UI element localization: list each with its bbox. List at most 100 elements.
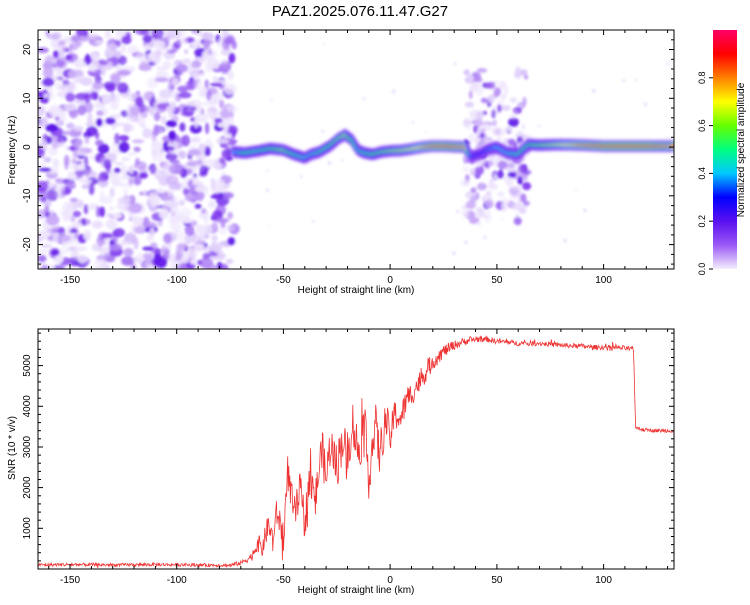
- noise-cell: [200, 208, 207, 214]
- noise-cell: [198, 86, 208, 95]
- noise-cell: [77, 255, 88, 264]
- y-tick-label: -20: [22, 237, 33, 252]
- y-tick-label: 4000: [22, 395, 33, 418]
- noise-cell: [44, 55, 55, 66]
- noise-cell: [165, 105, 173, 115]
- noise-cell: [82, 170, 97, 179]
- noise-cell: [165, 200, 172, 206]
- noise-cell: [218, 251, 225, 261]
- noise-cell: [135, 96, 144, 107]
- noise-cell: [465, 200, 477, 210]
- noise-cell: [71, 158, 76, 164]
- noise-cell: [227, 211, 234, 220]
- x-tick-label: 0: [387, 275, 393, 286]
- noise-cell: [66, 122, 75, 129]
- noise-cell: [182, 58, 192, 64]
- noise-cell: [142, 189, 147, 197]
- noise-cell: [170, 214, 178, 224]
- noise-cell: [210, 194, 221, 199]
- noise-cell: [485, 199, 494, 209]
- noise-cell: [149, 107, 155, 116]
- noise-cell: [128, 202, 143, 214]
- noise-cell: [135, 52, 149, 61]
- colorbar-tick-label: 0.4: [697, 167, 707, 180]
- x-tick-label: 100: [595, 575, 612, 586]
- noise-cell: [622, 79, 626, 82]
- noise-cell: [514, 109, 519, 115]
- noise-cell: [75, 92, 89, 101]
- noise-cell: [463, 69, 470, 76]
- noise-cell: [321, 129, 325, 133]
- noise-cell: [91, 39, 97, 45]
- noise-cell: [323, 43, 326, 46]
- noise-cell: [93, 100, 103, 109]
- noise-cell: [468, 133, 476, 143]
- noise-cell: [210, 82, 223, 87]
- noise-cell: [169, 224, 183, 231]
- x-tick-label: 50: [491, 575, 503, 586]
- noise-cell: [74, 202, 79, 209]
- noise-cell: [110, 73, 121, 82]
- noise-cell: [176, 243, 188, 250]
- noise-cell: [178, 256, 190, 264]
- noise-cell: [62, 79, 70, 86]
- noise-cell: [496, 171, 505, 179]
- noise-cell: [212, 92, 224, 100]
- noise-cell: [475, 165, 485, 175]
- noise-cell: [169, 181, 182, 190]
- noise-cell: [188, 148, 202, 156]
- noise-cell: [129, 106, 141, 116]
- noise-cell: [86, 126, 98, 137]
- noise-cell: [468, 90, 473, 100]
- noise-cell: [67, 174, 78, 180]
- noise-cell: [81, 179, 92, 184]
- x-tick-label: -100: [167, 275, 187, 286]
- noise-cell: [77, 199, 84, 209]
- noise-cell: [205, 122, 210, 135]
- noise-cell: [184, 224, 195, 236]
- noise-cell: [191, 136, 201, 143]
- noise-cell: [153, 124, 160, 136]
- noise-cell: [38, 180, 49, 193]
- noise-cell: [38, 261, 43, 269]
- noise-cell: [221, 30, 229, 40]
- noise-cell: [128, 165, 134, 174]
- noise-cell: [48, 105, 63, 117]
- noise-cell: [180, 135, 187, 145]
- noise-cell: [466, 74, 474, 83]
- noise-cell: [180, 111, 194, 117]
- noise-cell: [196, 159, 203, 166]
- noise-cell: [43, 93, 48, 99]
- noise-cell: [202, 101, 212, 106]
- noise-cell: [190, 234, 203, 245]
- noise-cell: [120, 44, 127, 53]
- noise-cell: [165, 120, 177, 128]
- noise-cell: [170, 252, 175, 261]
- noise-cell: [266, 169, 269, 172]
- noise-cell: [101, 93, 112, 105]
- noise-cell: [104, 48, 115, 59]
- x-tick-label: -50: [276, 275, 291, 286]
- noise-cell: [476, 208, 486, 219]
- noise-cell: [64, 103, 77, 111]
- snr-x-ticks: -150 -100 -50 0 50 100: [48, 329, 669, 586]
- noise-cell: [227, 237, 236, 246]
- noise-cell: [219, 99, 225, 109]
- colorbar-tick-label: 0.0: [697, 263, 707, 276]
- noise-cell: [126, 111, 132, 123]
- noise-cell: [511, 201, 519, 211]
- noise-cell: [218, 227, 227, 235]
- noise-cell: [112, 228, 125, 238]
- noise-cell: [299, 174, 303, 178]
- noise-cell: [210, 255, 222, 261]
- noise-cell: [92, 81, 104, 90]
- noise-cell: [137, 116, 146, 127]
- noise-cell: [96, 110, 104, 117]
- noise-cell: [519, 134, 529, 140]
- noise-cell: [154, 49, 162, 59]
- noise-cell: [487, 183, 499, 190]
- noise-cell: [462, 166, 470, 173]
- noise-cell: [459, 179, 471, 187]
- noise-cell: [83, 229, 92, 241]
